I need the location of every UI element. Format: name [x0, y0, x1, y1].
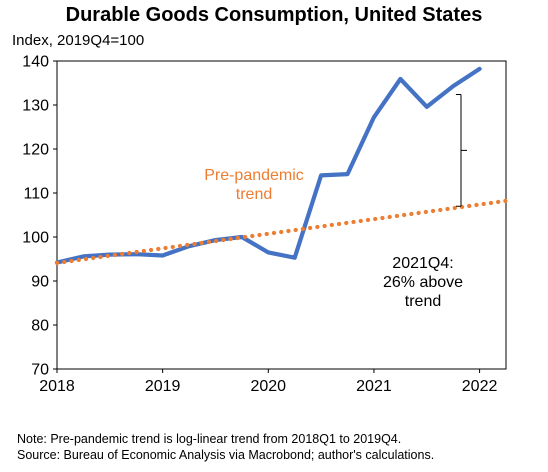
x-tick-label: 2018	[39, 378, 75, 395]
gap-annotation-line: 26% above	[383, 274, 463, 291]
x-tick-label: 2021	[356, 378, 392, 395]
plot-frame	[56, 60, 507, 370]
chart-source: Source: Bureau of Economic Analysis via …	[17, 448, 435, 462]
y-tick-label: 100	[22, 230, 49, 247]
x-tick-label: 2019	[145, 378, 181, 395]
chart-title: Durable Goods Consumption, United States	[65, 4, 483, 26]
chart-note: Note: Pre-pandemic trend is log-linear t…	[17, 432, 402, 446]
gap-bracket	[456, 93, 467, 207]
chart-area: 70 80 90 100 110 120 130 140 2018 2019 2020 2021 202…	[22, 54, 509, 395]
trend-line	[54, 198, 509, 266]
chart-subtitle: Index, 2019Q4=100	[12, 32, 145, 49]
y-tick-label: 120	[22, 142, 49, 159]
y-tick-label: 80	[31, 318, 49, 335]
x-tick-label: 2020	[250, 378, 286, 395]
gap-annotation-line: trend	[405, 293, 441, 310]
y-tick-label: 140	[22, 54, 49, 71]
trend-label-line: Pre-pandemic	[204, 167, 304, 184]
y-tick-label: 90	[31, 274, 49, 291]
gap-annotation-line: 2021Q4:	[392, 255, 453, 272]
y-tick-label: 130	[22, 98, 49, 115]
gap-annotation: 2021Q4: 26% above trend	[383, 255, 463, 310]
trend-label-line: trend	[236, 186, 272, 203]
axes: 70 80 90 100 110 120 130 140 2018 2019 2020 2021 202…	[22, 54, 507, 395]
series-layer	[54, 66, 509, 266]
trend-label: Pre-pandemic trend	[204, 167, 304, 203]
y-tick-label: 70	[31, 362, 49, 379]
x-tick-label: 2022	[462, 378, 498, 395]
series-line	[54, 66, 482, 265]
annotation-layer: Pre-pandemic trend 2021Q4: 26% above trend	[204, 93, 467, 310]
y-tick-label: 110	[23, 186, 49, 203]
